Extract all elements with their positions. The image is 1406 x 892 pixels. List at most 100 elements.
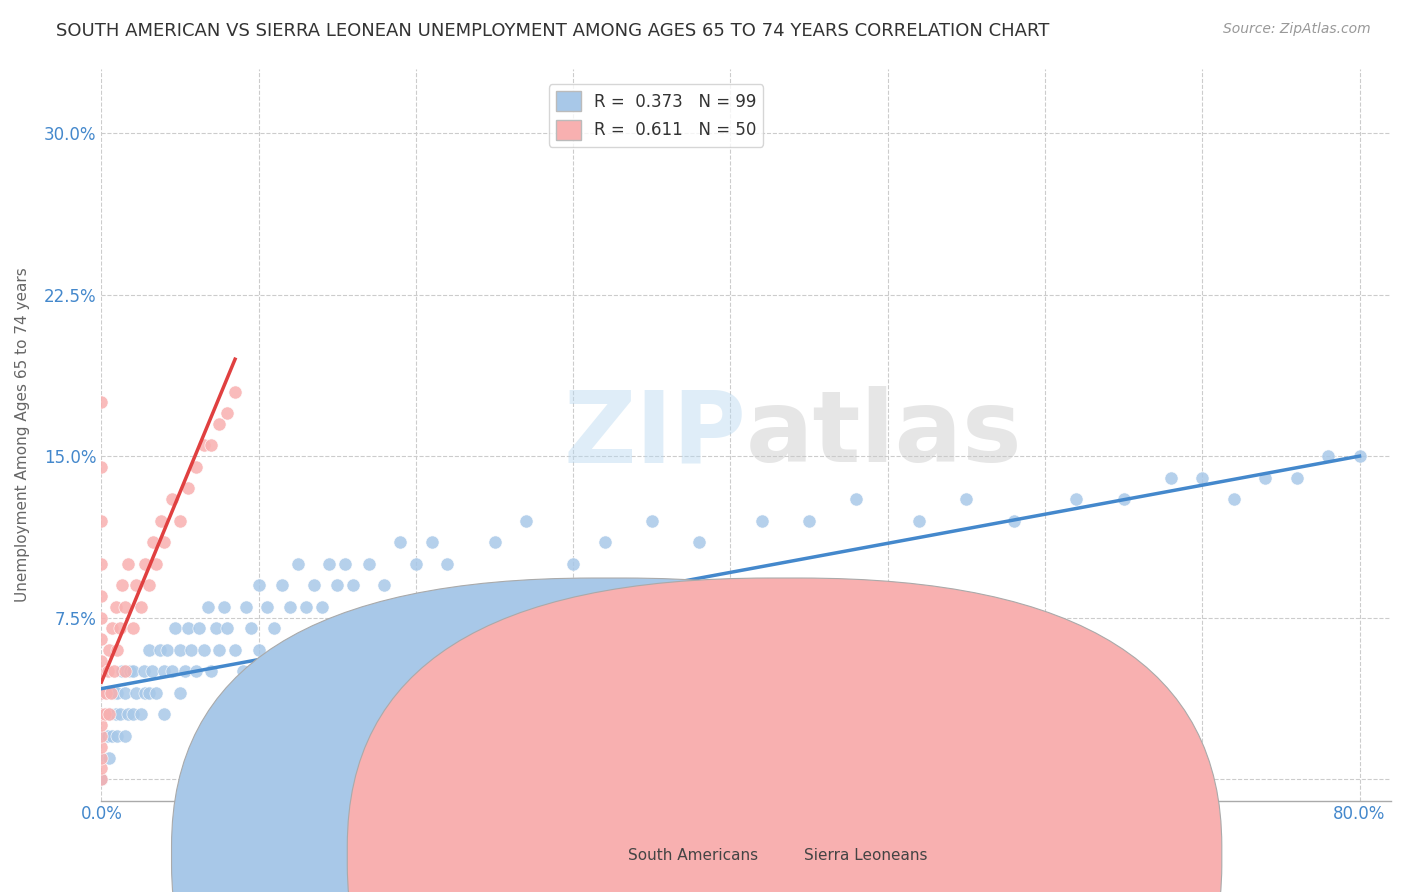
Point [160,492,183,507]
Point [105,686,128,700]
Point [90,750,112,764]
Point [197,599,219,614]
Point [138,578,160,592]
Point [908,514,931,528]
Point [235,599,257,614]
Point [90,718,112,732]
Point [287,557,309,571]
Point [134,686,156,700]
Point [110,707,132,722]
Point [200,665,222,679]
Point [153,707,176,722]
Point [90,557,112,571]
Point [169,643,191,657]
Point [247,643,270,657]
Point [132,665,155,679]
Point [105,729,128,743]
Point [302,578,325,592]
Point [1160,470,1182,484]
Point [484,535,506,549]
Point [138,686,160,700]
Point [90,686,112,700]
Point [389,535,412,549]
Point [205,621,228,635]
Point [114,686,136,700]
Point [184,459,207,474]
Point [420,535,443,549]
Point [295,599,318,614]
Point [150,514,173,528]
Point [142,535,165,549]
Point [90,686,112,700]
Point [118,665,141,679]
Point [177,482,200,496]
Point [111,665,134,679]
Point [90,707,112,722]
Point [93,707,115,722]
Point [160,665,183,679]
Point [342,578,364,592]
Point [110,621,132,635]
Point [797,514,820,528]
Point [114,665,136,679]
Point [169,514,191,528]
Point [90,729,112,743]
Point [97,665,120,679]
Point [193,643,215,657]
Point [217,621,239,635]
Point [224,384,246,399]
Point [333,557,356,571]
Point [193,438,215,452]
Point [94,686,117,700]
Point [212,599,235,614]
Point [98,643,121,657]
Point [751,514,773,528]
Point [90,610,112,624]
Point [156,643,179,657]
Point [148,643,170,657]
Point [165,621,187,635]
Text: Sierra Leoneans: Sierra Leoneans [804,848,928,863]
Point [90,772,112,786]
Point [1317,449,1340,463]
Point [169,686,191,700]
Point [1112,492,1135,507]
Point [1254,470,1277,484]
Point [247,578,270,592]
Y-axis label: Unemployment Among Ages 65 to 74 years: Unemployment Among Ages 65 to 74 years [15,268,30,602]
Point [141,665,163,679]
Point [1348,449,1371,463]
Point [436,557,458,571]
Point [1222,492,1244,507]
Point [134,557,156,571]
Point [97,729,120,743]
Point [90,514,112,528]
Point [101,621,124,635]
Point [688,535,710,549]
Point [145,686,167,700]
Point [104,599,127,614]
Point [562,557,585,571]
Point [405,557,427,571]
Point [224,643,246,657]
Point [1191,470,1213,484]
Text: ZIP: ZIP [564,386,747,483]
Point [98,707,121,722]
Point [311,599,333,614]
Point [114,729,136,743]
Point [98,707,121,722]
Point [208,417,231,431]
Point [129,599,152,614]
Point [1285,470,1308,484]
Point [90,395,112,409]
Point [111,578,134,592]
Point [145,557,167,571]
Point [90,654,112,668]
Point [90,761,112,775]
Text: atlas: atlas [747,386,1022,483]
Text: SOUTH AMERICAN VS SIERRA LEONEAN UNEMPLOYMENT AMONG AGES 65 TO 74 YEARS CORRELAT: SOUTH AMERICAN VS SIERRA LEONEAN UNEMPLO… [56,22,1050,40]
Point [271,578,294,592]
Point [256,599,278,614]
Point [104,707,127,722]
Text: South Americans: South Americans [628,848,759,863]
